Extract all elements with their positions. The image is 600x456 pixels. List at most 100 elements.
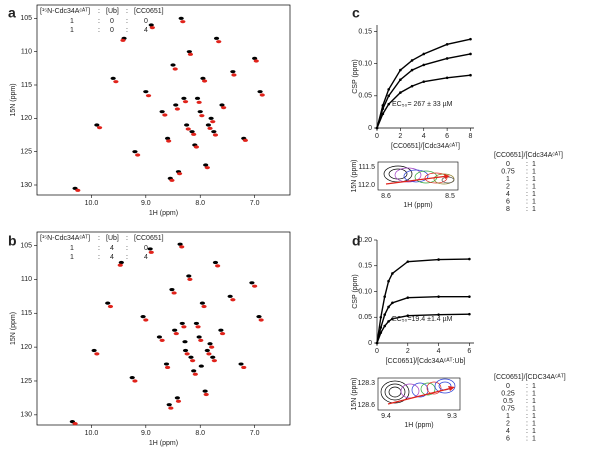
peak: [169, 287, 175, 292]
legend-entry: 1: [70, 254, 74, 261]
peak: [172, 328, 178, 332]
legend-entry: 2: [506, 183, 510, 190]
peak: [170, 63, 176, 67]
inset-y-tick-label: 112.0: [358, 182, 375, 189]
legend-entry: 1: [70, 27, 74, 34]
y-tick-label: 120: [20, 344, 32, 351]
legend-entry: :: [126, 18, 128, 25]
peak: [91, 348, 97, 353]
y-tick-label: 0.15: [358, 28, 372, 35]
legend-entry: 4: [110, 254, 114, 261]
data-point: [383, 313, 386, 316]
x-tick-label: 2: [406, 348, 410, 355]
y-tick-label: 120: [20, 115, 32, 122]
x-tick-label: 9.0: [141, 200, 151, 207]
x-tick-label: 10.0: [85, 430, 99, 437]
peak: [159, 110, 165, 114]
peak: [174, 396, 180, 400]
inset-frame: [377, 161, 459, 191]
peak: [189, 130, 195, 134]
inset-y-tick-label: 128.3: [357, 380, 375, 387]
peak: [212, 260, 219, 265]
peak: [72, 422, 78, 426]
data-point: [383, 295, 386, 298]
legend-entry: :: [526, 176, 528, 183]
peak: [94, 123, 100, 127]
legend-entry: :: [526, 405, 528, 412]
fit-curve: [376, 38, 471, 129]
data-point: [406, 296, 410, 299]
panel-label: c: [352, 5, 360, 21]
inset-y-tick-label: 111.5: [359, 164, 376, 171]
peak: [252, 56, 258, 60]
x-tick-label: 4: [422, 133, 426, 140]
peak: [166, 403, 172, 407]
annotation: EC₅₀=19.4 ±1.4 µM: [392, 316, 453, 323]
y-tick-label: 0.20: [358, 237, 372, 244]
legend-entry: :: [98, 245, 100, 252]
legend-entry: 4: [506, 191, 510, 198]
legend-entry: 0.25: [501, 390, 515, 397]
legend-entry: :: [526, 191, 528, 198]
x-tick-label: 0: [375, 133, 379, 140]
peak: [186, 274, 192, 278]
legend-entry: 1: [506, 413, 510, 420]
legend-entry: :: [526, 383, 528, 390]
peak: [145, 94, 152, 98]
legend-entry: 1: [532, 183, 536, 190]
peak: [213, 36, 220, 40]
peak: [230, 298, 236, 302]
peak: [168, 406, 174, 410]
legend-entry: :: [526, 435, 528, 442]
legend-entry: :: [126, 245, 128, 252]
x-axis-label: 1H (ppm): [149, 440, 178, 447]
x-tick-label: 7.0: [250, 200, 260, 207]
peak: [113, 80, 119, 84]
peak: [191, 369, 197, 373]
y-tick-label: 130: [20, 412, 32, 419]
peak: [182, 340, 188, 344]
y-tick-label: 115: [21, 310, 32, 317]
data-point: [469, 37, 472, 41]
fit-curve: [376, 258, 470, 344]
data-point: [422, 63, 426, 67]
peak: [184, 352, 190, 356]
peak: [205, 123, 211, 127]
peak: [140, 315, 146, 319]
legend-entry: 8: [506, 206, 510, 213]
x-axis-label: [CC0651]/[Cdc34Aᶜᴬᵀ]: [391, 142, 460, 150]
peak: [252, 284, 258, 288]
peak: [193, 321, 200, 326]
legend-entry: 0.75: [501, 405, 515, 412]
inset-x-label: 1H (ppm): [404, 422, 433, 429]
legend-header: :: [98, 8, 100, 15]
legend-header: [¹⁵N-Cdc34Aᶜᴬᵀ]: [40, 234, 90, 242]
data-point: [469, 52, 472, 56]
legend-header: [Ub]: [106, 8, 119, 15]
y-tick-label: 130: [20, 182, 32, 189]
data-point: [387, 320, 390, 323]
legend-entry: 0: [506, 383, 510, 390]
legend-entry: 1: [532, 398, 536, 405]
peak: [206, 352, 212, 356]
y-axis-label: 15N (ppm): [10, 312, 17, 345]
peak: [195, 325, 201, 329]
peak: [208, 116, 214, 120]
peak: [135, 153, 141, 157]
peak: [105, 301, 111, 305]
data-point: [387, 305, 390, 309]
peak: [181, 325, 187, 329]
inset-y-label: 15N (ppm): [351, 377, 358, 410]
legend-header: [Ub]: [106, 235, 119, 242]
legend-entry: 4: [506, 428, 510, 435]
legend-entry: 1: [532, 161, 536, 168]
peak: [249, 281, 255, 285]
legend-entry: 1: [532, 413, 536, 420]
peak: [182, 348, 189, 353]
legend-entry: 1: [70, 245, 74, 252]
legend-entry: :: [526, 183, 528, 190]
peak: [179, 245, 185, 249]
data-point: [379, 331, 383, 335]
peak: [209, 345, 215, 349]
